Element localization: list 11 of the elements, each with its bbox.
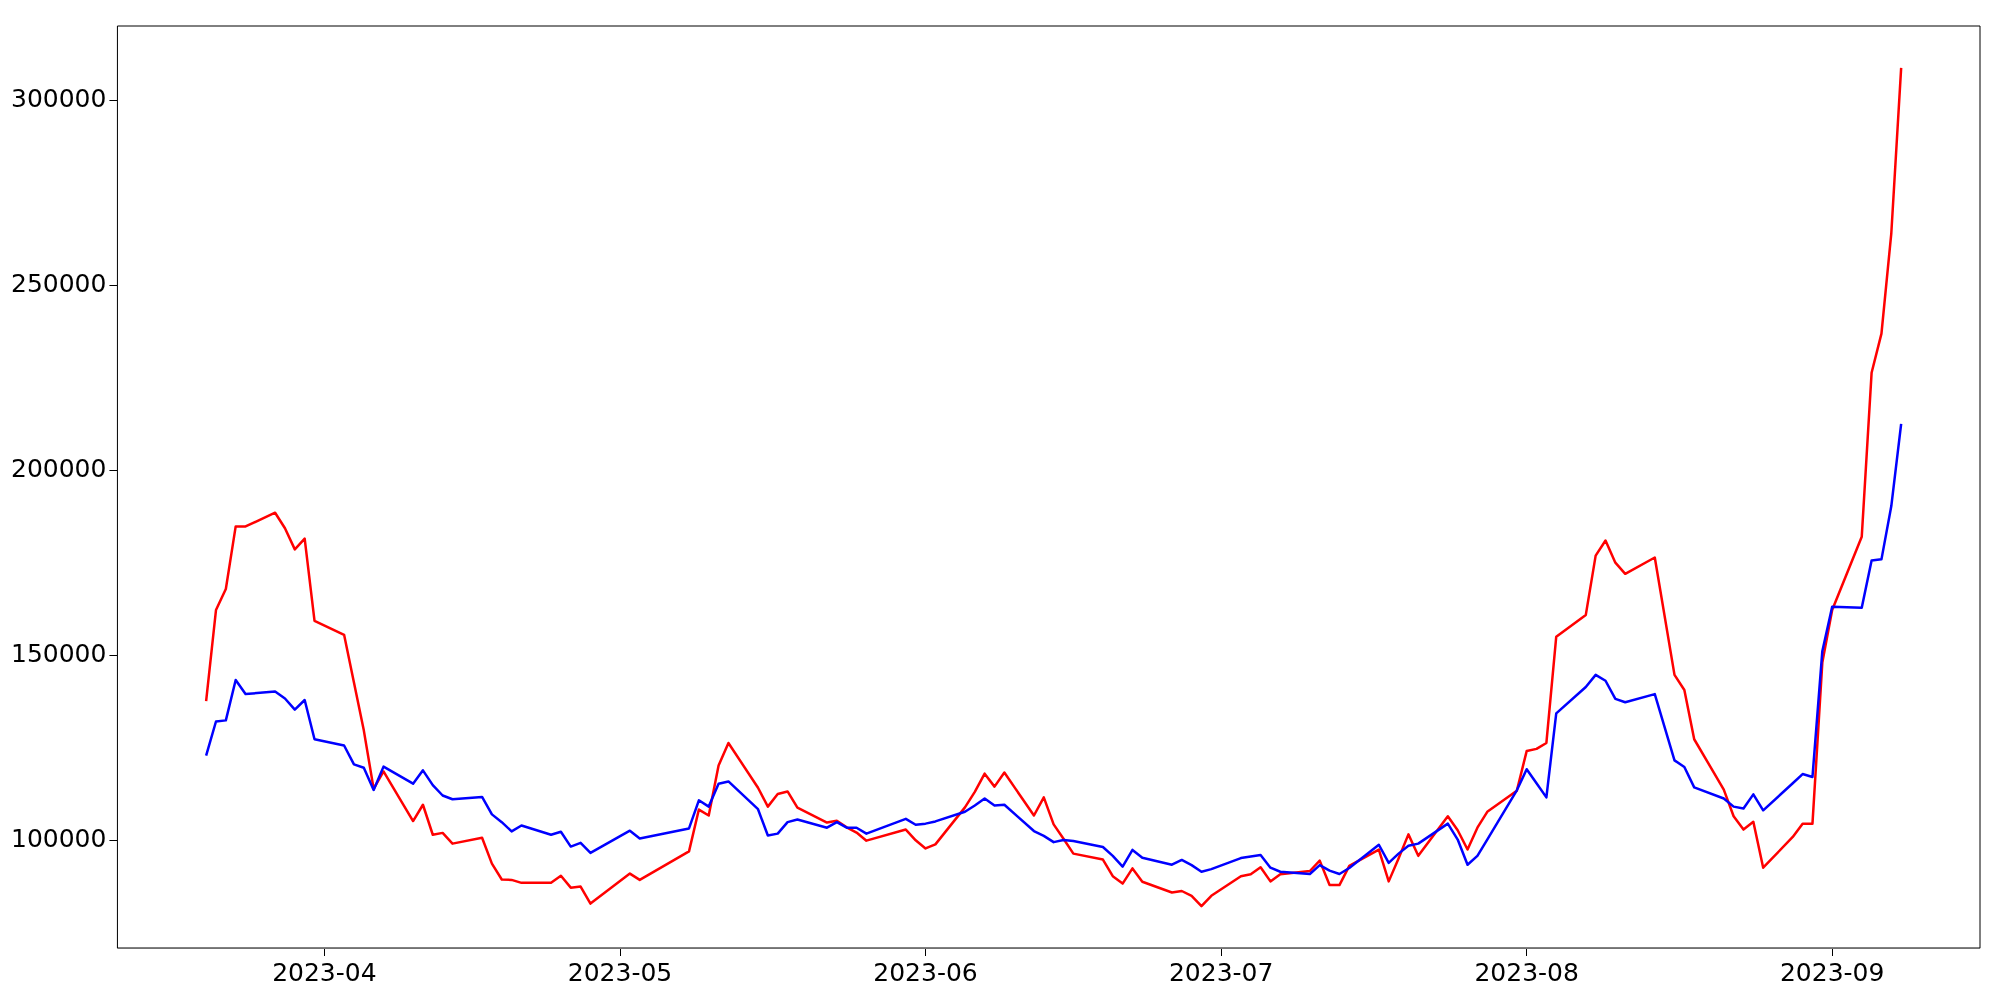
x-tick-label: 2023-05 [567,957,673,987]
y-tick-label: 100000 [11,823,107,853]
y-tick-label: 150000 [11,638,107,668]
y-tick-label: 200000 [11,453,107,483]
x-tick-label: 2023-07 [1168,957,1274,987]
x-tick-label: 2023-08 [1474,957,1579,987]
y-tick-label: 250000 [11,268,107,298]
x-tick-label: 2023-04 [272,957,377,987]
x-tick-label: 2023-09 [1779,957,1885,987]
y-tick-label: 300000 [11,83,107,113]
x-tick-label: 2023-06 [873,957,978,987]
